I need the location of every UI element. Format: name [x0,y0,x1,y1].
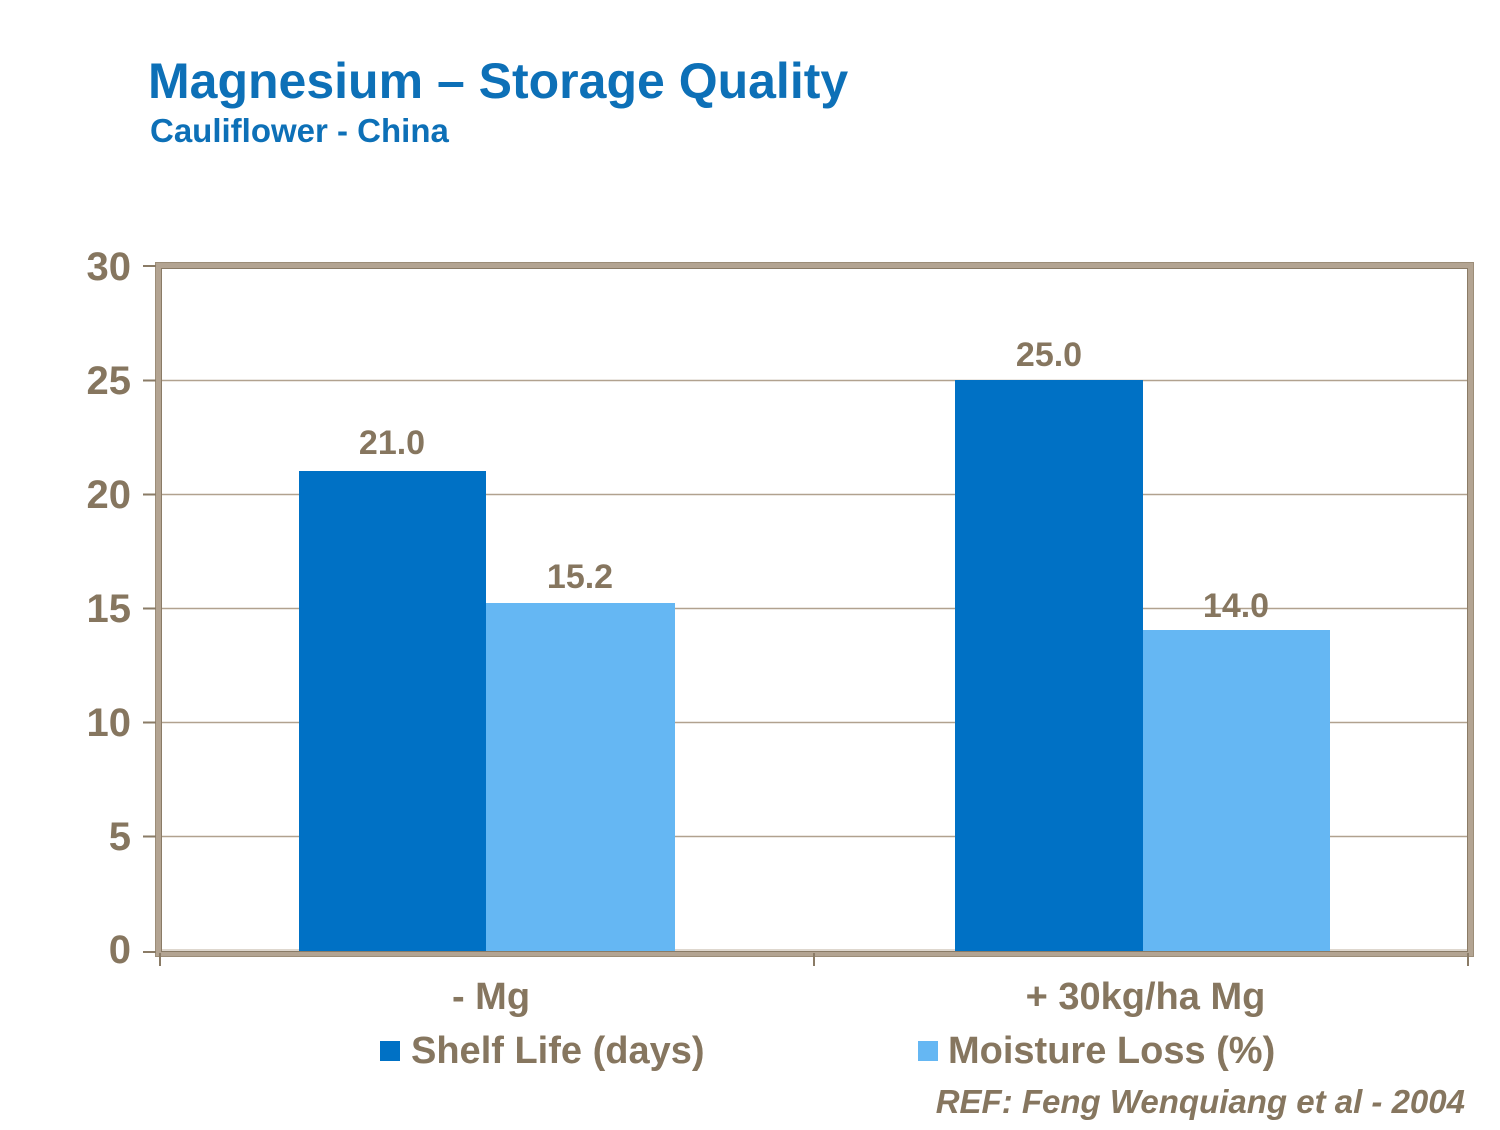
svg-text:5: 5 [109,815,131,859]
svg-text:Magnesium – Storage Quality: Magnesium – Storage Quality [148,53,848,109]
svg-text:+ 30kg/ha Mg: + 30kg/ha Mg [1026,976,1266,1018]
svg-text:21.0: 21.0 [359,424,425,462]
svg-text:Moisture Loss (%): Moisture Loss (%) [948,1030,1275,1072]
svg-text:14.0: 14.0 [1203,587,1269,625]
svg-text:10: 10 [87,701,132,745]
svg-text:30: 30 [87,245,132,289]
svg-text:Cauliflower - China: Cauliflower - China [150,112,450,149]
svg-text:Shelf Life (days): Shelf Life (days) [411,1030,705,1072]
svg-text:25: 25 [87,359,132,403]
svg-text:25.0: 25.0 [1016,336,1082,374]
svg-text:15.2: 15.2 [547,558,613,596]
svg-text:- Mg: - Mg [452,976,530,1018]
svg-text:20: 20 [87,473,132,517]
svg-text:0: 0 [109,928,131,972]
svg-text:15: 15 [87,587,132,631]
svg-text:REF: Feng Wenquiang et al - 20: REF: Feng Wenquiang et al - 2004 [936,1083,1465,1120]
